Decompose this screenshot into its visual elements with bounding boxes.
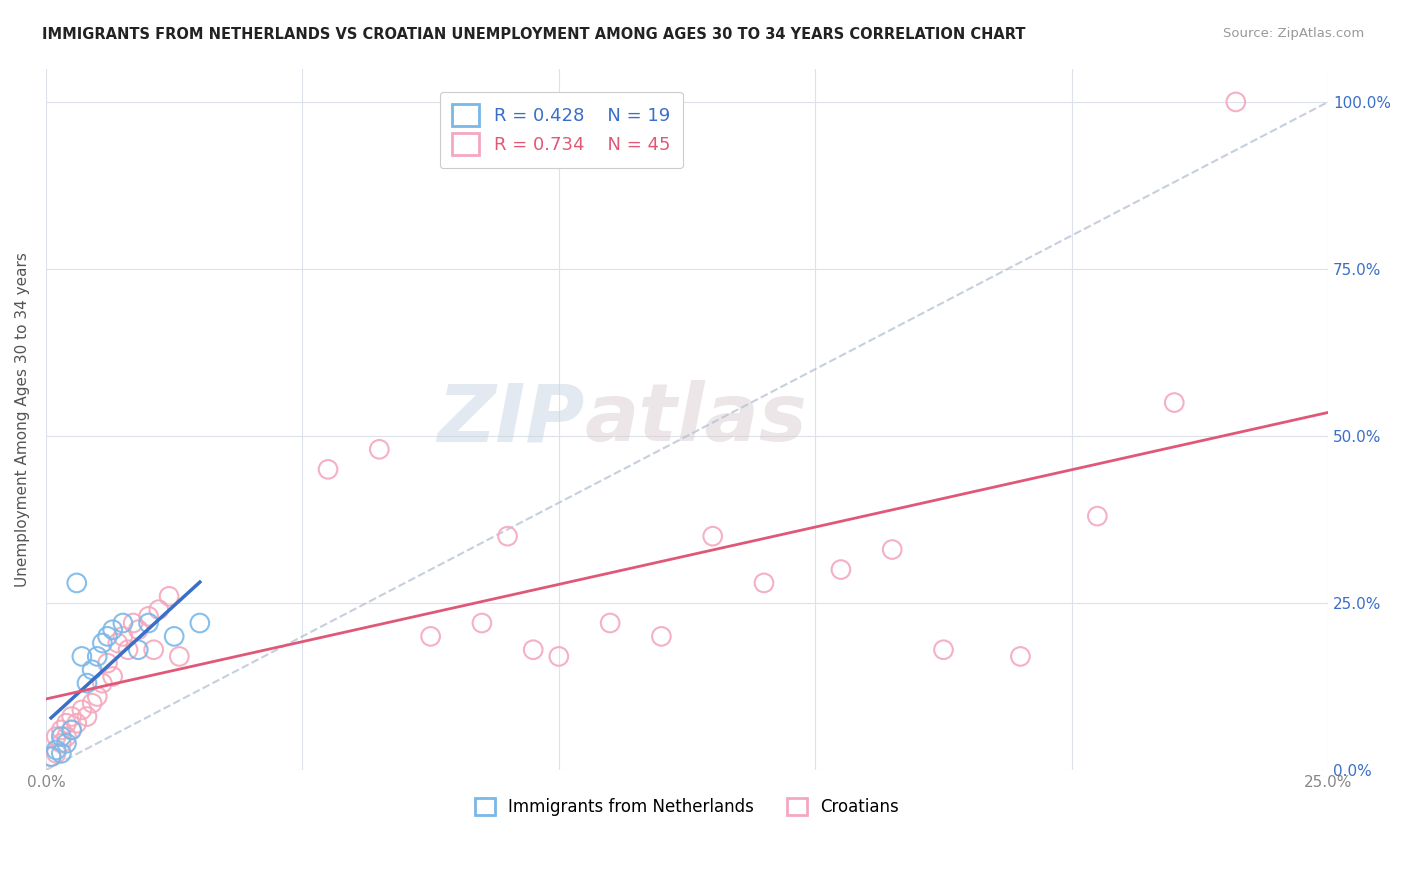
Point [55, 736, 77, 750]
Point [55, 716, 77, 731]
Point [932, 642, 955, 657]
Point [55, 730, 77, 744]
Point [101, 669, 124, 683]
Point [1225, 95, 1247, 109]
Point [1163, 395, 1185, 409]
Point [1010, 649, 1032, 664]
Point [45, 730, 67, 744]
Point [138, 615, 160, 630]
Point [127, 623, 149, 637]
Point [830, 563, 852, 577]
Point [51, 747, 73, 761]
Point [138, 609, 160, 624]
Point [39, 749, 62, 764]
Point [82, 663, 104, 677]
Point [76, 676, 98, 690]
Point [66, 576, 89, 591]
Point [91, 636, 114, 650]
Point [163, 629, 186, 643]
Point [316, 462, 339, 476]
Text: Source: ZipAtlas.com: Source: ZipAtlas.com [1223, 27, 1364, 40]
Legend: Immigrants from Netherlands, Croatians: Immigrants from Netherlands, Croatians [467, 790, 908, 825]
Point [368, 442, 391, 457]
Point [86, 649, 108, 664]
Point [419, 629, 441, 643]
Point [107, 636, 129, 650]
Point [650, 629, 672, 643]
Text: IMMIGRANTS FROM NETHERLANDS VS CROATIAN UNEMPLOYMENT AMONG AGES 30 TO 34 YEARS C: IMMIGRANTS FROM NETHERLANDS VS CROATIAN … [42, 27, 1026, 42]
Point [188, 615, 211, 630]
Point [91, 676, 114, 690]
Point [60, 709, 83, 723]
Point [752, 576, 775, 591]
Point [1085, 509, 1108, 524]
Point [45, 743, 67, 757]
Point [60, 723, 83, 737]
Point [522, 642, 544, 657]
Point [101, 623, 124, 637]
Point [882, 542, 904, 557]
Point [111, 615, 134, 630]
Point [66, 716, 89, 731]
Point [76, 709, 98, 723]
Point [86, 690, 108, 704]
Point [96, 656, 118, 670]
Point [51, 730, 73, 744]
Point [496, 529, 519, 543]
Point [148, 602, 170, 616]
Point [70, 649, 93, 664]
Point [111, 629, 134, 643]
Text: atlas: atlas [585, 380, 807, 458]
Text: ZIP: ZIP [437, 380, 585, 458]
Point [157, 589, 180, 603]
Point [122, 615, 145, 630]
Point [169, 649, 191, 664]
Point [96, 629, 118, 643]
Point [45, 747, 67, 761]
Point [82, 696, 104, 710]
Y-axis label: Unemployment Among Ages 30 to 34 years: Unemployment Among Ages 30 to 34 years [15, 252, 30, 587]
Point [547, 649, 569, 664]
Point [702, 529, 724, 543]
Point [39, 749, 62, 764]
Point [51, 736, 73, 750]
Point [70, 703, 93, 717]
Point [51, 723, 73, 737]
Point [599, 615, 621, 630]
Point [142, 642, 165, 657]
Point [60, 723, 83, 737]
Point [117, 642, 139, 657]
Point [471, 615, 494, 630]
Point [127, 642, 149, 657]
